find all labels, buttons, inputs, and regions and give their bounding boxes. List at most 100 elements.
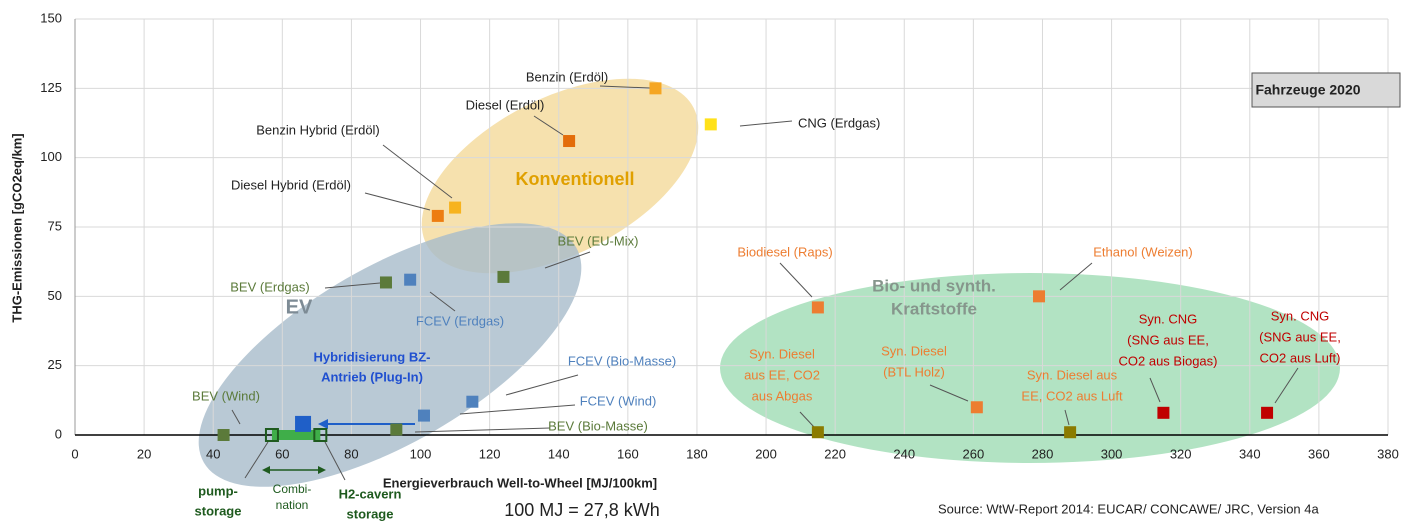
point-marker — [295, 415, 312, 432]
point-label: CO2 aus Luft) — [1260, 350, 1341, 365]
leader-line — [599, 85, 651, 89]
leader-line — [533, 115, 564, 136]
x-tick-label: 40 — [206, 446, 220, 461]
leader-line — [739, 120, 793, 127]
point-label: aus Abgas — [752, 388, 813, 403]
x-tick-label: 80 — [344, 446, 358, 461]
storage-range — [271, 430, 321, 440]
point-label: Diesel Hybrid (Erdöl) — [231, 177, 351, 192]
point-marker — [217, 429, 230, 441]
x-tick-label: 300 — [1101, 446, 1123, 461]
leader-line — [1059, 262, 1093, 291]
x-tick-label: 180 — [686, 446, 708, 461]
x-tick-label: 160 — [617, 446, 639, 461]
source: Source: WtW-Report 2014: EUCAR/ CONCAWE/… — [938, 501, 1319, 516]
leader-line — [779, 262, 813, 298]
point-label: Syn. CNG — [1139, 311, 1198, 326]
combination-label: Combi- — [273, 482, 312, 496]
hybrid-arrowhead — [318, 419, 328, 429]
leader-line — [231, 409, 241, 425]
point-label: H2-cavern — [339, 486, 402, 501]
leader-line — [414, 427, 551, 433]
point-marker — [466, 395, 479, 408]
x-tick-label: 0 — [71, 446, 78, 461]
point-marker — [970, 401, 983, 414]
point-marker — [431, 209, 444, 222]
leader-line — [929, 384, 969, 402]
y-tick-label: 50 — [48, 288, 62, 303]
leader-line — [799, 411, 815, 428]
group-label: Kraftstoffe — [891, 299, 977, 318]
y-tick-label: 0 — [55, 426, 62, 441]
conventional-ellipse — [421, 78, 699, 274]
y-tick-label: 125 — [40, 80, 62, 95]
x-tick-label: 260 — [963, 446, 985, 461]
point-marker — [1033, 290, 1046, 303]
x-tick-label: 380 — [1377, 446, 1399, 461]
y-tick-label: 150 — [40, 10, 62, 25]
leader-line — [1274, 367, 1299, 404]
point-marker — [1261, 406, 1274, 419]
leader-line — [324, 282, 381, 289]
point-marker — [313, 428, 328, 442]
point-label: BEV (EU-Mix) — [558, 233, 639, 248]
point-label: (SNG aus EE, — [1259, 329, 1341, 344]
x-tick-label: 280 — [1032, 446, 1054, 461]
hybrid-note: Antrieb (Plug-In) — [321, 369, 423, 384]
x-axis-label: Energieverbrauch Well-to-Wheel [MJ/100km… — [383, 475, 657, 490]
leader-line — [429, 291, 456, 312]
y-tick-label: 75 — [48, 218, 62, 233]
point-label: FCEV (Erdgas) — [416, 313, 504, 328]
x-tick-label: 200 — [755, 446, 777, 461]
leader-line — [1064, 409, 1070, 426]
point-label: Benzin Hybrid (Erdöl) — [256, 122, 380, 137]
title-box — [1251, 72, 1401, 108]
point-label: FCEV (Bio-Masse) — [568, 353, 676, 368]
chart-title: Fahrzeuge 2020 — [1255, 82, 1360, 98]
point-marker — [449, 201, 462, 214]
point-marker — [264, 428, 279, 442]
point-label: Syn. Diesel — [881, 343, 947, 358]
point-marker — [417, 409, 430, 422]
point-label: BEV (Wind) — [192, 388, 260, 403]
point-marker — [1064, 426, 1077, 439]
ev-ellipse — [198, 223, 582, 487]
point-label: BEV (Erdgas) — [230, 279, 309, 294]
y-axis-label: THG-Emissionen [gCO2eq/km] — [9, 133, 24, 322]
combination-label: nation — [276, 498, 309, 512]
point-label: aus EE, CO2 — [744, 367, 820, 382]
conversion: 100 MJ = 27,8 kWh — [504, 500, 660, 520]
y-tick-label: 100 — [40, 149, 62, 164]
point-label: storage — [347, 506, 394, 521]
point-marker — [704, 118, 717, 131]
x-tick-label: 140 — [548, 446, 570, 461]
x-tick-label: 320 — [1170, 446, 1192, 461]
point-marker — [497, 270, 510, 283]
hybrid-note: Hybridisierung BZ- — [313, 349, 430, 364]
point-label: pump- — [198, 483, 238, 498]
x-tick-label: 120 — [479, 446, 501, 461]
point-label: Benzin (Erdöl) — [526, 69, 608, 84]
y-tick-label: 25 — [48, 357, 62, 372]
point-label: (BTL Holz) — [883, 364, 945, 379]
point-marker — [563, 135, 576, 148]
x-tick-label: 20 — [137, 446, 151, 461]
point-label: Biodiesel (Raps) — [737, 244, 832, 259]
point-marker — [404, 273, 417, 286]
point-label: Syn. CNG — [1271, 308, 1330, 323]
group-label: Bio- und synth. — [872, 276, 996, 295]
point-marker — [1157, 406, 1170, 419]
point-marker — [811, 426, 824, 439]
point-label: storage — [195, 503, 242, 518]
leader-line — [324, 441, 346, 481]
x-tick-label: 340 — [1239, 446, 1261, 461]
x-tick-label: 100 — [410, 446, 432, 461]
leader-line — [544, 251, 591, 269]
point-marker — [811, 301, 824, 314]
point-label: EE, CO2 aus Luft — [1021, 388, 1123, 403]
point-marker — [390, 423, 403, 436]
point-label: Ethanol (Weizen) — [1093, 244, 1192, 259]
point-marker — [379, 276, 392, 289]
x-tick-label: 60 — [275, 446, 289, 461]
leader-line — [1149, 377, 1161, 403]
